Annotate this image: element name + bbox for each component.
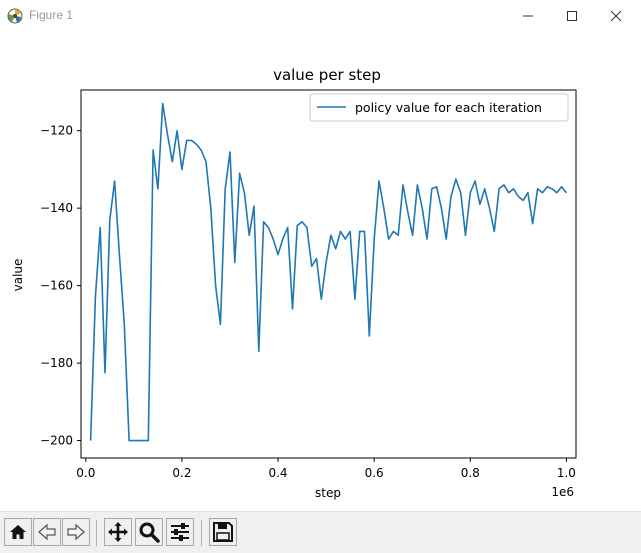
close-button[interactable] <box>593 0 639 31</box>
minimize-button[interactable] <box>505 0 551 31</box>
x-axis-ticks: 0.0 0.2 0.4 0.6 0.8 1.0 <box>76 458 576 480</box>
y-tick-label: −160 <box>40 279 73 293</box>
zoom-button[interactable] <box>135 518 163 546</box>
maximize-icon <box>567 10 577 21</box>
x-tick-label: 0.4 <box>268 466 287 480</box>
move-icon <box>108 522 128 542</box>
back-button[interactable] <box>33 518 61 546</box>
x-axis-label: step <box>315 486 341 500</box>
home-button[interactable] <box>4 518 32 546</box>
figure-canvas[interactable]: value per step 0.0 0.2 0.4 0.6 0.8 1.0 −200 −1… <box>0 31 641 511</box>
x-axis-offset-text: 1e6 <box>551 485 574 499</box>
magnifier-icon <box>139 522 160 543</box>
y-tick-label: −200 <box>40 434 73 448</box>
minimize-icon <box>523 15 533 16</box>
legend: policy value for each iteration <box>309 93 569 122</box>
back-arrow-icon <box>38 523 56 541</box>
line-chart: value per step 0.0 0.2 0.4 0.6 0.8 1.0 −200 −1… <box>11 66 577 500</box>
floppy-disk-icon <box>213 522 233 542</box>
toolbar-separator <box>201 520 202 546</box>
y-tick-label: −140 <box>40 201 73 215</box>
y-axis-label: value <box>11 259 25 292</box>
series-line-policy-value <box>89 102 568 442</box>
legend-box <box>309 93 569 122</box>
configure-subplots-button[interactable] <box>166 518 194 546</box>
chart-title: value per step <box>273 66 381 84</box>
x-tick-label: 0.6 <box>365 466 384 480</box>
y-axis-ticks: −200 −180 −160 −140 −120 <box>40 124 81 448</box>
x-tick-label: 0.8 <box>461 466 480 480</box>
window-titlebar: Figure 1 <box>0 0 641 32</box>
save-button[interactable] <box>209 518 237 546</box>
pan-button[interactable] <box>104 518 132 546</box>
navigation-toolbar <box>0 511 641 553</box>
maximize-button[interactable] <box>549 0 595 31</box>
sliders-icon <box>171 523 189 541</box>
x-tick-label: 0.2 <box>172 466 191 480</box>
plot-area <box>80 89 577 459</box>
close-icon <box>610 10 622 21</box>
y-tick-label: −120 <box>40 124 73 138</box>
x-tick-label: 0.0 <box>76 466 95 480</box>
x-tick-label: 1.0 <box>557 466 576 480</box>
home-icon <box>10 525 26 539</box>
toolbar-separator <box>96 520 97 546</box>
matplotlib-logo-icon <box>7 8 23 24</box>
forward-arrow-icon <box>67 523 85 541</box>
window-title: Figure 1 <box>29 8 74 22</box>
forward-button[interactable] <box>62 518 90 546</box>
legend-label: policy value for each iteration <box>355 100 542 115</box>
y-tick-label: −180 <box>40 356 73 370</box>
